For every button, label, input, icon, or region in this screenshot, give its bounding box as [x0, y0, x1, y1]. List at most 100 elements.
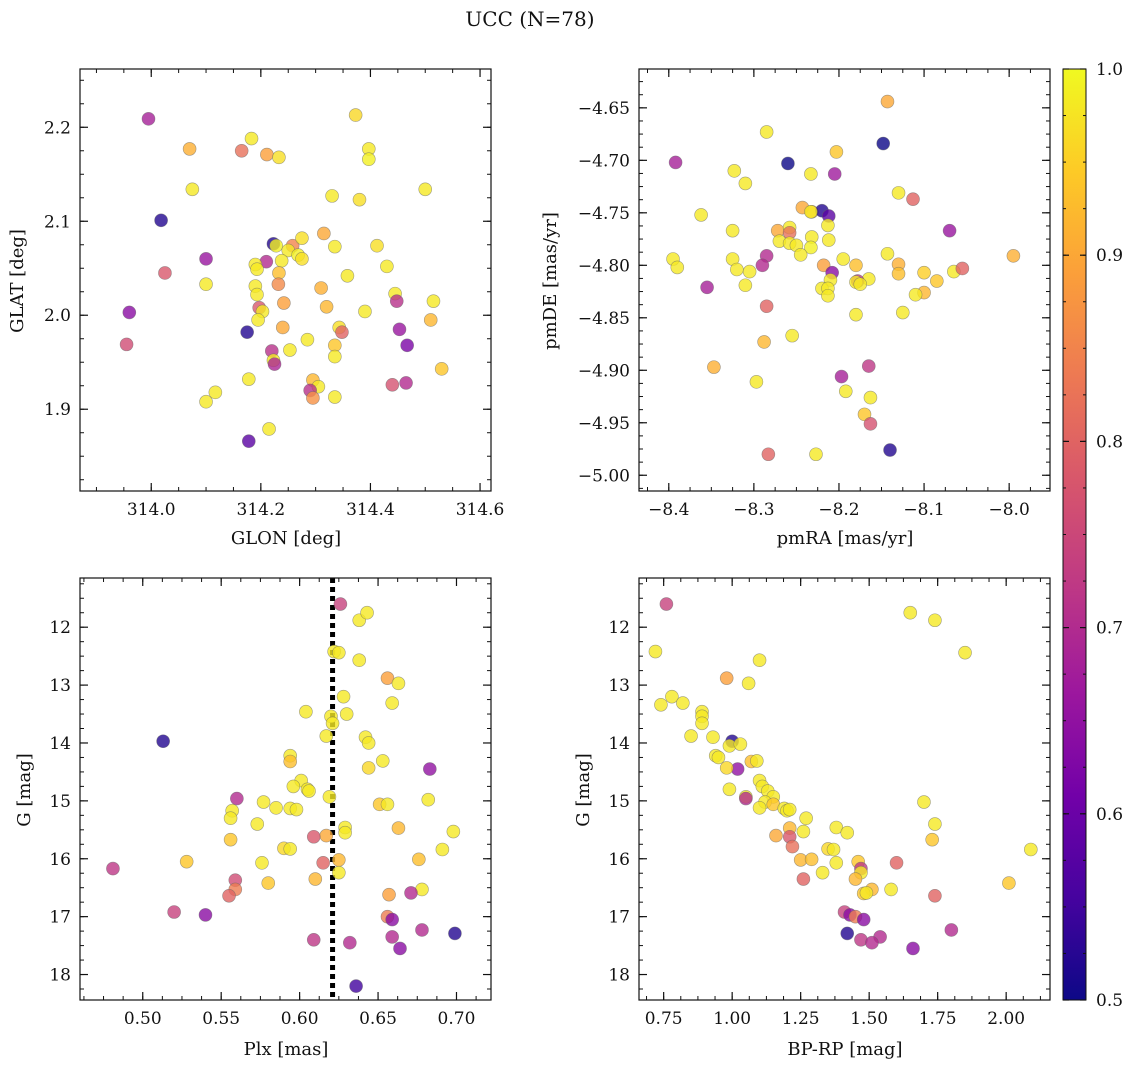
data-point — [815, 865, 830, 880]
y-tick-label: 14 — [608, 734, 630, 754]
data-point — [328, 390, 342, 404]
x-tick-label: 1.75 — [919, 1009, 957, 1029]
data-point — [821, 288, 835, 303]
data-point — [727, 164, 742, 178]
data-point — [274, 253, 289, 268]
x-tick-label: −8.0 — [989, 500, 1030, 520]
data-point — [891, 186, 906, 200]
data-point — [700, 280, 714, 295]
data-point — [269, 238, 283, 253]
x-tick-label: 314.4 — [346, 500, 395, 520]
data-point — [917, 265, 931, 280]
data-point — [316, 856, 330, 870]
data-point — [863, 417, 878, 431]
data-point — [244, 131, 259, 146]
data-point — [928, 817, 942, 831]
plot-area-plx-g: 0.50 0.55 0.60 0.65 0.70 12 13 14 15 16 17 18 — [49, 577, 492, 1029]
data-point — [749, 375, 764, 389]
x-tick-label: −8.1 — [903, 500, 944, 520]
y-tick-label: −4.70 — [578, 151, 630, 171]
data-point — [389, 294, 404, 308]
data-point — [423, 762, 437, 776]
data-point — [434, 362, 449, 376]
data-point — [314, 281, 328, 295]
y-tick-label: 12 — [49, 618, 71, 638]
x-tick-label: 314.6 — [456, 500, 505, 520]
data-point — [752, 801, 767, 815]
data-point — [707, 360, 721, 374]
data-point — [336, 689, 351, 704]
data-point — [895, 305, 910, 320]
data-point — [399, 376, 413, 390]
data-point — [240, 325, 254, 339]
data-point — [106, 861, 120, 876]
data-point — [769, 828, 783, 843]
x-tick-label: 0.60 — [281, 1009, 319, 1029]
data-point — [719, 761, 734, 775]
data-point — [277, 296, 291, 310]
data-point — [325, 189, 339, 203]
data-point — [230, 791, 244, 806]
data-point — [722, 782, 737, 797]
data-point — [891, 266, 906, 281]
data-point — [917, 795, 931, 809]
y-tick-label: −4.95 — [578, 414, 630, 434]
data-point — [179, 854, 194, 869]
data-point — [250, 287, 264, 302]
data-point — [423, 313, 438, 327]
data-point — [198, 908, 213, 922]
data-point — [880, 246, 895, 261]
data-point — [942, 223, 957, 238]
data-point — [738, 176, 753, 191]
data-point — [853, 277, 868, 291]
data-point — [694, 208, 708, 222]
data-point — [848, 872, 863, 886]
data-point — [906, 192, 920, 206]
y-tick-label: 16 — [49, 850, 71, 870]
x-tick-label: 2.00 — [987, 1009, 1025, 1029]
data-point — [755, 258, 770, 273]
data-point — [251, 313, 265, 327]
data-point — [391, 821, 406, 835]
y-tick-label: 18 — [49, 966, 71, 986]
x-tick-label: −8.4 — [648, 500, 689, 520]
data-point — [333, 597, 348, 611]
data-point — [167, 905, 181, 919]
x-tick-label: 0.50 — [124, 1009, 162, 1029]
data-point — [250, 262, 264, 276]
data-point — [759, 125, 774, 139]
y-tick-label: 18 — [608, 966, 630, 986]
data-point — [302, 784, 316, 798]
data-point — [338, 825, 352, 840]
data-point — [380, 671, 395, 685]
y-axis-label-glat: GLAT [deg] — [7, 229, 28, 333]
data-point — [804, 204, 818, 219]
colorbar-tick-label: 0.9 — [1096, 246, 1123, 266]
y-tick-label: 13 — [49, 676, 71, 696]
x-tick-label: −8.2 — [818, 500, 859, 520]
data-point — [250, 817, 265, 831]
data-point — [222, 889, 236, 903]
data-point — [859, 886, 874, 900]
data-point — [880, 94, 895, 109]
data-point — [876, 136, 891, 151]
data-point — [865, 935, 879, 950]
y-tick-label: 2.0 — [44, 306, 71, 326]
x-tick-label: 0.75 — [645, 1009, 683, 1029]
data-point — [317, 226, 331, 241]
data-point — [358, 304, 372, 319]
data-point — [838, 384, 853, 399]
data-point — [223, 832, 238, 847]
y-tick-label: 15 — [49, 792, 71, 812]
data-point — [272, 150, 286, 165]
data-point — [863, 390, 878, 405]
data-point — [325, 716, 340, 731]
data-point — [283, 343, 297, 357]
data-point — [448, 926, 462, 941]
data-point — [289, 802, 304, 817]
panel-bprp-g: 0.75 1.00 1.25 1.50 1.75 2.00 12 13 14 15 16 17 18 B… — [573, 577, 1051, 1060]
data-point — [385, 696, 399, 710]
x-tick-label: 1.00 — [713, 1009, 751, 1029]
data-point — [684, 729, 698, 743]
data-point — [804, 240, 818, 255]
